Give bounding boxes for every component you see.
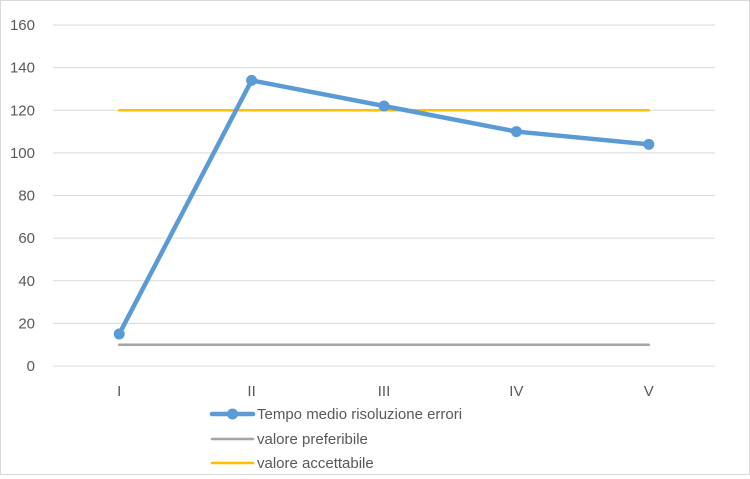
- gridlines: [53, 24, 715, 367]
- x-tick-label: IV: [509, 383, 523, 400]
- data-point: [378, 100, 390, 112]
- x-tick-label: V: [644, 383, 654, 400]
- data-point: [246, 74, 258, 86]
- data-point: [113, 328, 125, 340]
- data-point: [510, 126, 522, 138]
- y-tick-label: 0: [27, 358, 35, 375]
- x-axis-tick-labels: I II III IV V: [117, 383, 654, 400]
- legend: Tempo medio risoluzione errori valore pre…: [209, 406, 462, 472]
- series-line-0: [116, 78, 652, 337]
- y-tick-label: 140: [10, 60, 35, 77]
- y-axis-tick-labels: 0 20 40 60 80 100 120 140 160: [10, 17, 35, 375]
- legend-label: valore preferibile: [257, 431, 368, 448]
- series-lines: [113, 74, 655, 346]
- y-tick-label: 100: [10, 145, 35, 162]
- legend-label: Tempo medio risoluzione errori: [257, 406, 462, 423]
- legend-marker: [227, 408, 238, 420]
- x-tick-label: II: [247, 383, 255, 400]
- y-tick-label: 60: [18, 230, 35, 247]
- y-tick-label: 160: [10, 17, 35, 34]
- legend-label: valore accettabile: [257, 455, 374, 472]
- y-tick-label: 120: [10, 102, 35, 119]
- y-tick-label: 20: [18, 315, 35, 332]
- data-point: [643, 138, 655, 150]
- x-tick-label: III: [378, 383, 391, 400]
- y-tick-label: 80: [18, 188, 35, 205]
- y-tick-label: 40: [18, 273, 35, 290]
- x-tick-label: I: [117, 383, 121, 400]
